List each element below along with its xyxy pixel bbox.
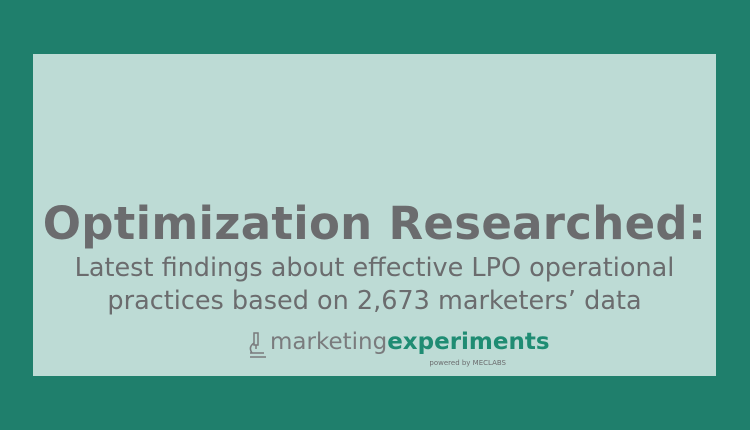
subtitle-line-1: Latest findings about effective LPO oper…: [74, 253, 675, 283]
page-title: Optimization Researched:: [42, 197, 707, 250]
subtitle-line-2: practices based on 2,673 marketers’ data: [107, 286, 642, 316]
marketingexperiments-logo: marketingexperiments powered by MECLABS: [246, 327, 550, 372]
logo-wordmark: marketingexperiments: [270, 329, 550, 355]
microscope-icon: [249, 332, 266, 358]
banner-panel: Optimization Researched: Latest findings…: [33, 54, 716, 376]
logo-tagline: powered by MECLABS: [429, 359, 506, 367]
